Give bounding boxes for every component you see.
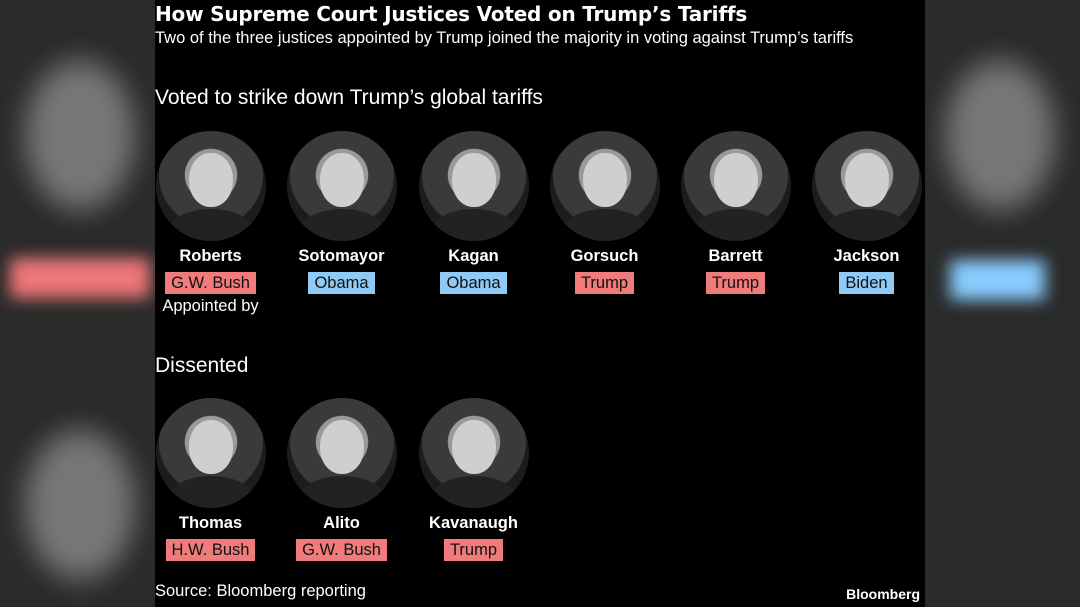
infographic: How Supreme Court Justices Voted on Trum… xyxy=(155,0,925,607)
chart-title: How Supreme Court Justices Voted on Trum… xyxy=(155,2,748,26)
justice-card: Thomas H.W. Bush xyxy=(145,398,276,561)
appointed-by-badge: Obama xyxy=(308,272,375,294)
appointed-by-badge: G.W. Bush xyxy=(165,272,256,294)
bloomberg-logo: Bloomberg xyxy=(846,586,920,602)
appointed-by-label: Appointed by xyxy=(162,297,259,315)
justice-name: Sotomayor xyxy=(298,247,385,265)
justice-card: Barrett Trump xyxy=(670,131,801,294)
justice-name: Kagan xyxy=(448,247,499,265)
justice-portrait xyxy=(418,398,529,508)
justice-card: Kagan Obama xyxy=(408,131,539,294)
majority-heading: Voted to strike down Trump’s global tari… xyxy=(155,86,543,109)
appointed-by-badge: Obama xyxy=(440,272,507,294)
justice-name: Roberts xyxy=(179,247,242,265)
appointed-by-badge: Biden xyxy=(839,272,894,294)
justice-card: Jackson Biden xyxy=(801,131,932,294)
justice-portrait xyxy=(286,131,397,241)
justice-card: Alito G.W. Bush xyxy=(276,398,407,561)
appointed-by-badge: H.W. Bush xyxy=(165,539,256,561)
justice-portrait xyxy=(549,131,660,241)
blurred-background-right xyxy=(925,0,1080,607)
justice-name: Gorsuch xyxy=(570,247,639,265)
justice-name: Thomas xyxy=(178,514,243,532)
justice-portrait xyxy=(680,131,791,241)
chart-subtitle: Two of the three justices appointed by T… xyxy=(155,29,854,47)
justice-name: Jackson xyxy=(833,247,900,265)
justice-card: Roberts G.W. Bush Appointed by xyxy=(145,131,276,316)
dissent-heading: Dissented xyxy=(155,354,249,377)
justice-portrait xyxy=(418,131,529,241)
justice-portrait xyxy=(155,398,266,508)
justice-card: Sotomayor Obama xyxy=(276,131,407,294)
justice-card: Gorsuch Trump xyxy=(539,131,670,294)
justice-portrait xyxy=(286,398,397,508)
appointed-by-badge: Trump xyxy=(705,272,766,294)
blurred-background-left xyxy=(0,0,155,607)
appointed-by-badge: Trump xyxy=(574,272,635,294)
justice-name: Kavanaugh xyxy=(429,514,518,532)
appointed-by-badge: Trump xyxy=(443,539,504,561)
justice-card: Kavanaugh Trump xyxy=(408,398,539,561)
justice-portrait xyxy=(155,131,266,241)
justice-portrait xyxy=(811,131,922,241)
source-note: Source: Bloomberg reporting xyxy=(155,582,366,600)
justice-name: Alito xyxy=(323,514,360,532)
justice-name: Barrett xyxy=(708,247,763,265)
appointed-by-badge: G.W. Bush xyxy=(296,539,387,561)
